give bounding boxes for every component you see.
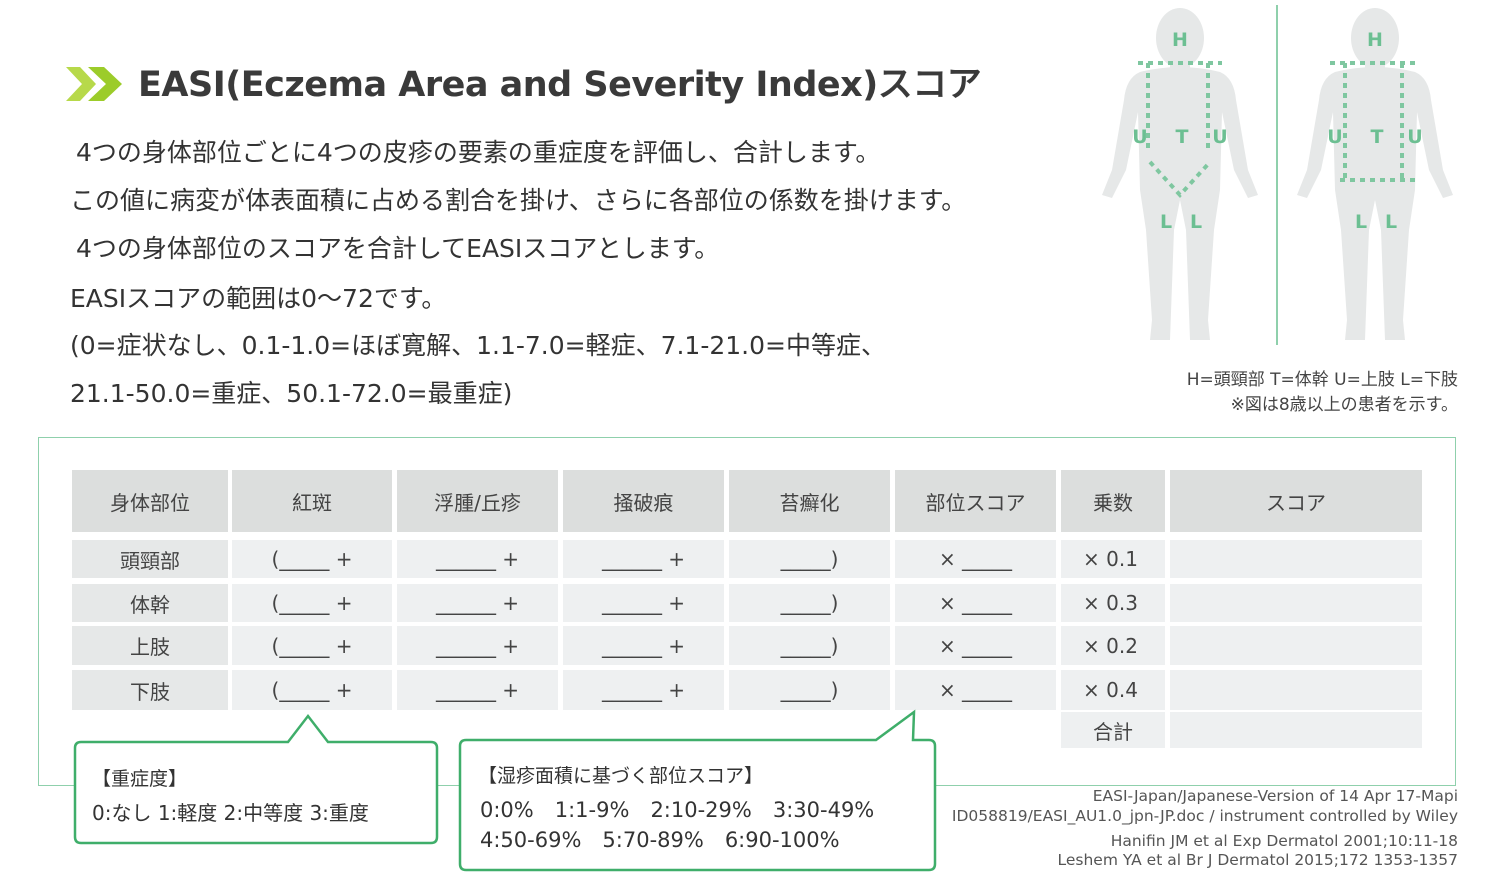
table-cell: × 0.1 [1061,540,1165,578]
table-cell: × 0.4 [1061,670,1165,710]
total-cell [1170,712,1422,748]
description-line: 4つの身体部位のスコアを合計してEASIスコアとします。 [76,234,720,263]
body-label: T [1176,126,1189,148]
header-cell: 苔癬化 [729,470,890,532]
header-cell: 紅斑 [232,470,392,532]
row-label: 体幹 [72,584,228,622]
table-cell: ______ + [397,670,558,710]
body-label: T [1371,126,1384,148]
header-cell: 浮腫/丘疹 [397,470,558,532]
severity-title: 【重症度】 [92,768,188,790]
table-cell: ______ + [397,626,558,665]
table-cell: _____) [729,626,890,665]
table-cell: (_____ + [232,626,392,665]
body-label: U [1212,126,1227,148]
area-title: 【湿疹面積に基づく部位スコア】 [478,765,764,787]
table-cell: _____) [729,670,890,710]
table-cell: _____) [729,584,890,622]
title: EASI(Eczema Area and Severity Index)スコア [138,65,982,105]
footer-line: Leshem YA et al Br J Dermatol 2015;172 1… [1057,851,1459,869]
area-line: 4:50-69% 5:70-89% 6:90-100% [480,828,840,852]
table-cell: × _____ [895,584,1056,622]
description-line: 21.1-50.0=重症、50.1-72.0=最重症) [70,379,513,408]
body-label: U [1327,126,1342,148]
header-cell: 乗数 [1061,470,1165,532]
table-cell: × 0.3 [1061,584,1165,622]
figure-caption: ※図は8歳以上の患者を示す。 [1230,395,1458,415]
table-cell: ______ + [563,584,724,622]
row-label: 頭頸部 [72,540,228,578]
table-cell [1170,626,1422,665]
table-cell: ______ + [563,540,724,578]
header-cell: 身体部位 [72,470,228,532]
body-figures: HU T UL LHU T UL L [1102,5,1453,345]
table-cell: _____) [729,540,890,578]
body-label: H [1172,29,1188,51]
severity-text: 0:なし 1:軽度 2:中等度 3:重度 [92,801,369,825]
total-label: 合計 [1061,712,1165,748]
table-cell: × _____ [895,540,1056,578]
description-line: (0=症状なし、0.1-1.0=ほぼ寛解、1.1-7.0=軽症、7.1-21.0… [70,331,886,360]
table-cell: × 0.2 [1061,626,1165,665]
description-line: 4つの身体部位ごとに4つの皮疹の要素の重症度を評価し、合計します。 [76,138,881,167]
description-line: EASIスコアの範囲は0〜72です。 [70,284,447,313]
row-label: 上肢 [72,626,228,665]
chevrons [66,67,122,101]
table-cell: ______ + [563,670,724,710]
table-cell: ______ + [563,626,724,665]
body-label: L [1160,211,1172,233]
header-cell: スコア [1170,470,1422,532]
table-cell: ______ + [397,584,558,622]
table-cell: (_____ + [232,584,392,622]
table-cell [1170,670,1422,710]
row-label: 下肢 [72,670,228,710]
table-cell: × _____ [895,670,1056,710]
header-cell: 掻破痕 [563,470,724,532]
table-cell: (_____ + [232,540,392,578]
description-line: この値に病変が体表面積に占める割合を掛け、さらに各部位の係数を掛けます。 [70,186,967,215]
body-label: L [1385,211,1397,233]
table-cell: (_____ + [232,670,392,710]
table-cell: ______ + [397,540,558,578]
table-cell [1170,584,1422,622]
body-label: L [1190,211,1202,233]
table-cell [1170,540,1422,578]
body-label: U [1407,126,1422,148]
body-label: L [1355,211,1367,233]
figure-caption: H=頭頸部 T=体幹 U=上肢 L=下肢 [1186,370,1458,390]
footer-line: EASI-Japan/Japanese-Version of 14 Apr 17… [1092,787,1458,805]
body-label: H [1367,29,1383,51]
footer-line: ID058819/EASI_AU1.0_jpn-JP.doc / instrum… [951,807,1458,825]
area-line: 0:0% 1:1-9% 2:10-29% 3:30-49% [480,798,875,822]
footer-line: Hanifin JM et al Exp Dermatol 2001;10:11… [1110,832,1458,850]
body-label: U [1132,126,1147,148]
header-cell: 部位スコア [895,470,1056,532]
table-cell: × _____ [895,626,1056,665]
